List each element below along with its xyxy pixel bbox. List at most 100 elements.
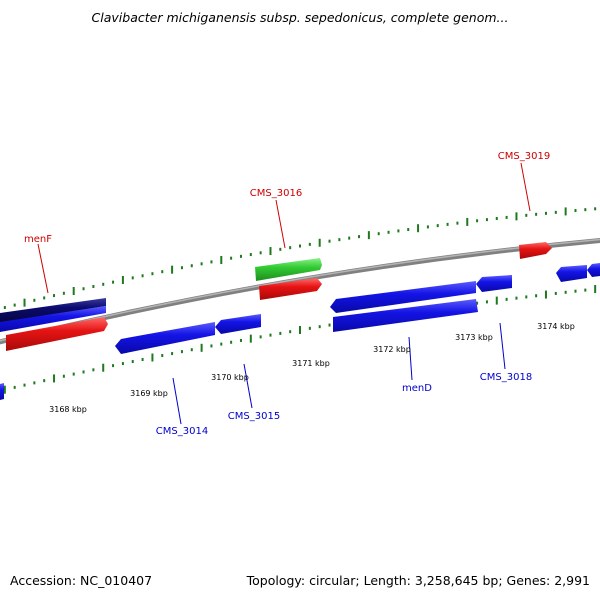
gene-arrow[interactable] — [333, 299, 478, 332]
gene-arrow[interactable] — [215, 314, 261, 334]
minor-tick — [289, 246, 292, 250]
major-tick — [466, 217, 469, 226]
minor-tick — [23, 383, 26, 387]
minor-tick — [554, 210, 557, 214]
major-tick — [299, 326, 301, 334]
minor-tick — [62, 374, 65, 378]
minor-tick — [328, 323, 331, 327]
major-tick — [151, 353, 154, 362]
major-tick — [367, 231, 370, 240]
minor-tick — [43, 379, 46, 383]
label-leaders — [37, 162, 531, 425]
minor-tick — [505, 297, 508, 301]
gene-arrow[interactable] — [255, 258, 322, 281]
minor-tick — [289, 330, 292, 334]
major-tick — [318, 238, 321, 247]
minor-tick — [564, 290, 567, 294]
minor-tick — [33, 298, 36, 302]
gene-arrow[interactable] — [0, 298, 106, 323]
scale-label: 3169 kbp — [130, 389, 168, 398]
minor-tick — [141, 358, 144, 362]
minor-tick — [308, 326, 311, 330]
minor-tick — [92, 368, 95, 372]
genome-title: Clavibacter michiganensis subsp. sepedon… — [91, 10, 509, 25]
minor-tick — [131, 276, 134, 280]
minor-tick — [112, 364, 115, 368]
gene-label-cms-3019: CMS_3019 — [498, 151, 550, 162]
gene-arrow[interactable] — [330, 281, 476, 313]
minor-tick — [82, 370, 85, 374]
major-tick — [544, 290, 547, 299]
minor-tick — [525, 295, 528, 299]
gene-label-cms-3014: CMS_3014 — [156, 426, 208, 437]
scale-label: 3174 kbp — [537, 322, 575, 331]
minor-tick — [53, 294, 56, 298]
gene-arrow[interactable] — [0, 306, 106, 332]
minor-tick — [308, 242, 311, 246]
gene-label-menD: menD — [402, 383, 432, 394]
minor-tick — [495, 217, 498, 221]
minor-tick — [515, 296, 518, 300]
gene-label-menF: menF — [24, 234, 52, 245]
minor-tick — [180, 266, 183, 270]
minor-tick — [112, 280, 115, 284]
topology-summary: Topology: circular; Length: 3,258,645 bp… — [246, 573, 590, 588]
minor-tick — [121, 362, 124, 366]
minor-tick — [210, 260, 213, 264]
major-tick — [121, 275, 124, 284]
minor-tick — [151, 272, 154, 276]
minor-tick — [279, 247, 282, 251]
minor-tick — [13, 385, 16, 389]
gene-arrow[interactable] — [556, 265, 587, 282]
gene-arrow[interactable] — [587, 263, 600, 277]
minor-tick — [220, 342, 223, 346]
minor-tick — [426, 225, 429, 229]
scale-label: 3172 kbp — [373, 345, 411, 354]
forward-strand-ticks — [3, 207, 597, 310]
minor-tick — [249, 253, 252, 257]
minor-tick — [279, 331, 282, 335]
major-tick — [23, 298, 26, 307]
major-tick — [564, 207, 567, 216]
minor-tick — [13, 303, 16, 307]
minor-tick — [72, 372, 75, 376]
gene-arrow[interactable] — [476, 275, 512, 292]
minor-tick — [161, 354, 164, 358]
gene-arrow[interactable] — [115, 322, 215, 354]
scale-label: 3170 kbp — [211, 373, 249, 382]
major-tick — [495, 296, 498, 305]
minor-tick — [239, 338, 242, 342]
minor-tick — [348, 236, 351, 240]
minor-tick — [62, 291, 65, 295]
minor-tick — [210, 344, 213, 348]
gene-arrow[interactable] — [259, 278, 322, 300]
minor-tick — [318, 325, 321, 329]
minor-tick — [584, 208, 587, 212]
gene-arrow[interactable] — [519, 242, 552, 259]
minor-tick — [269, 333, 272, 337]
minor-tick — [554, 291, 557, 295]
gene-label-cms-3018: CMS_3018 — [480, 372, 532, 383]
gene-arrow[interactable] — [0, 383, 4, 400]
minor-tick — [230, 256, 233, 260]
minor-tick — [485, 300, 488, 304]
minor-tick — [259, 251, 262, 255]
minor-tick — [476, 301, 479, 305]
gene-label-cms-3015: CMS_3015 — [228, 411, 280, 422]
minor-tick — [535, 294, 538, 298]
minor-tick — [456, 221, 459, 225]
minor-tick — [92, 285, 95, 289]
minor-tick — [43, 296, 46, 300]
accession-text: Accession: NC_010407 — [10, 573, 153, 588]
minor-tick — [299, 244, 301, 248]
scale-label: 3168 kbp — [49, 405, 87, 414]
major-tick — [269, 247, 272, 256]
reverse-genes — [0, 263, 600, 400]
scale-label: 3171 kbp — [292, 359, 330, 368]
gene-label-cms-3016: CMS_3016 — [250, 188, 302, 199]
gene-arrow[interactable] — [6, 317, 108, 351]
minor-tick — [397, 229, 400, 233]
minor-tick — [407, 228, 410, 232]
major-tick — [171, 265, 174, 274]
